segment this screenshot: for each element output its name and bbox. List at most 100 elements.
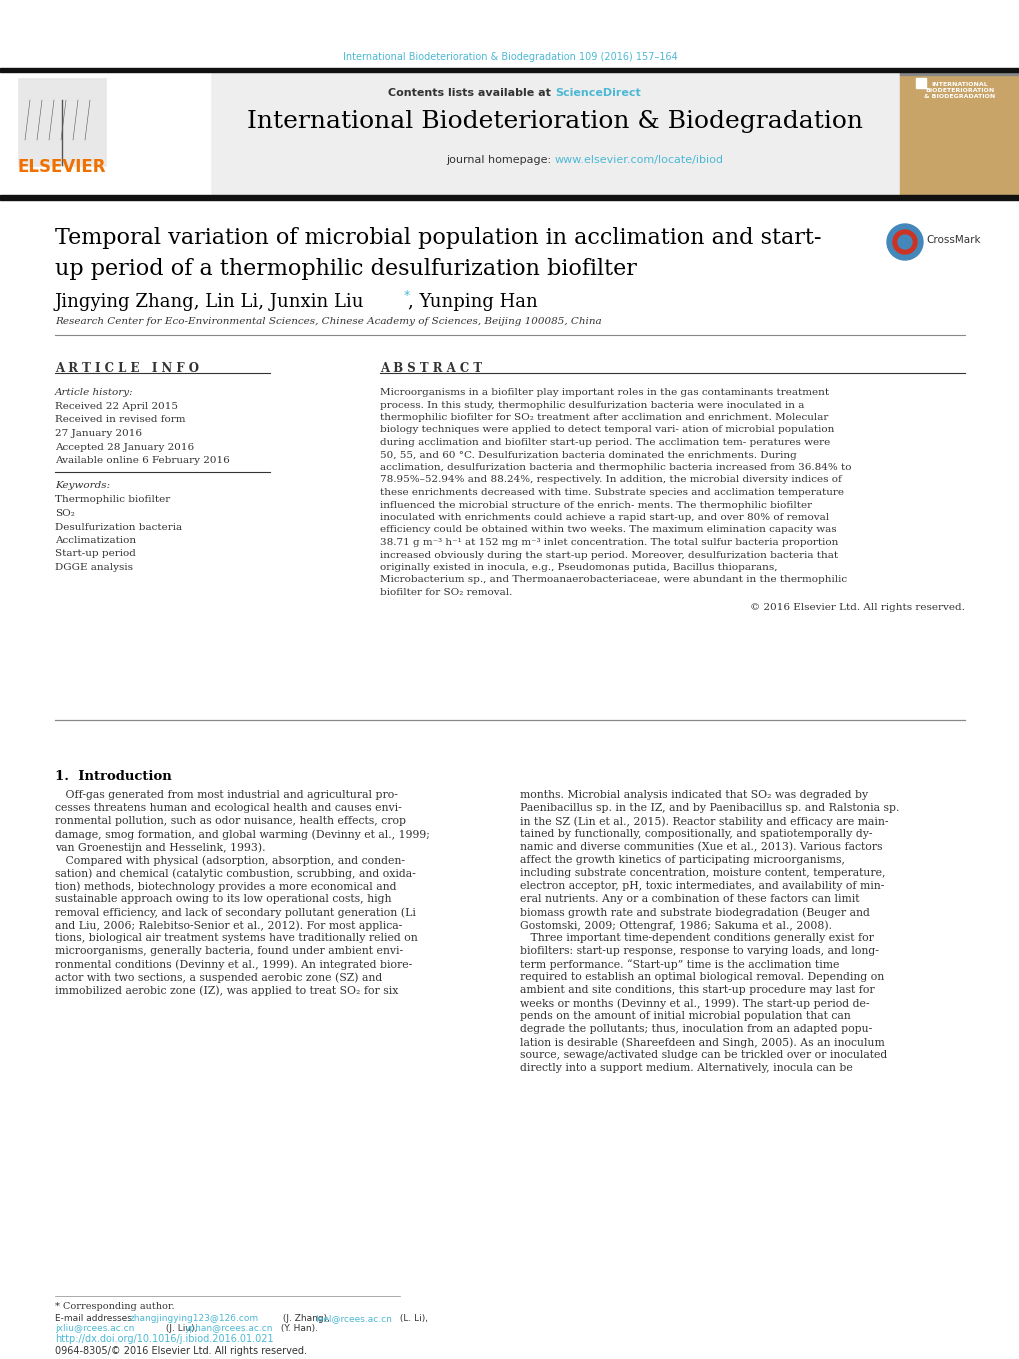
Text: *: * bbox=[404, 289, 410, 302]
Text: International Biodeterioration & Biodegradation: International Biodeterioration & Biodegr… bbox=[247, 110, 862, 133]
Text: inoculated with enrichments could achieve a rapid start-up, and over 80% of remo: inoculated with enrichments could achiev… bbox=[380, 512, 828, 522]
Bar bbox=[18, 77, 106, 166]
Text: Start-up period: Start-up period bbox=[55, 549, 136, 559]
Text: 1.  Introduction: 1. Introduction bbox=[55, 771, 171, 783]
Text: including substrate concentration, moisture content, temperature,: including substrate concentration, moist… bbox=[520, 868, 884, 878]
Text: Acclimatization: Acclimatization bbox=[55, 535, 136, 545]
Text: tained by functionally, compositionally, and spatiotemporally dy-: tained by functionally, compositionally,… bbox=[520, 829, 871, 839]
Text: ambient and site conditions, this start-up procedure may last for: ambient and site conditions, this start-… bbox=[520, 985, 873, 995]
Text: Keywords:: Keywords: bbox=[55, 481, 110, 491]
Text: in the SZ (Lin et al., 2015). Reactor stability and efficacy are main-: in the SZ (Lin et al., 2015). Reactor st… bbox=[520, 815, 888, 826]
Text: INTERNATIONAL
BIODETERIORATION
& BIODEGRADATION: INTERNATIONAL BIODETERIORATION & BIODEGR… bbox=[923, 82, 995, 99]
Text: degrade the pollutants; thus, inoculation from an adapted popu-: degrade the pollutants; thus, inoculatio… bbox=[520, 1023, 871, 1034]
Text: removal efficiency, and lack of secondary pollutant generation (Li: removal efficiency, and lack of secondar… bbox=[55, 906, 416, 917]
Text: Contents lists available at: Contents lists available at bbox=[388, 88, 554, 98]
Text: biology techniques were applied to detect temporal vari- ation of microbial popu: biology techniques were applied to detec… bbox=[380, 425, 834, 435]
Text: A B S T R A C T: A B S T R A C T bbox=[380, 361, 482, 375]
Text: during acclimation and biofilter start-up period. The acclimation tem- peratures: during acclimation and biofilter start-u… bbox=[380, 438, 829, 447]
Text: Off-gas generated from most industrial and agricultural pro-: Off-gas generated from most industrial a… bbox=[55, 790, 397, 800]
Text: (J. Liu),: (J. Liu), bbox=[163, 1324, 200, 1333]
Text: Microbacterium sp., and Thermoanaerobacteriaceae, were abundant in the thermophi: Microbacterium sp., and Thermoanaerobact… bbox=[380, 575, 847, 584]
Circle shape bbox=[892, 230, 916, 254]
Text: lation is desirable (Shareefdeen and Singh, 2005). As an inoculum: lation is desirable (Shareefdeen and Sin… bbox=[520, 1037, 883, 1048]
Text: journal homepage:: journal homepage: bbox=[446, 155, 554, 164]
Text: ronmental conditions (Devinny et al., 1999). An integrated biore-: ronmental conditions (Devinny et al., 19… bbox=[55, 959, 412, 969]
Text: 27 January 2016: 27 January 2016 bbox=[55, 429, 142, 438]
Text: required to establish an optimal biological removal. Depending on: required to establish an optimal biologi… bbox=[520, 972, 883, 983]
Bar bbox=[0, 72, 210, 194]
Text: Gostomski, 2009; Ottengraf, 1986; Sakuma et al., 2008).: Gostomski, 2009; Ottengraf, 1986; Sakuma… bbox=[520, 920, 832, 931]
Text: © 2016 Elsevier Ltd. All rights reserved.: © 2016 Elsevier Ltd. All rights reserved… bbox=[749, 603, 964, 613]
Text: Paenibacillus sp. in the IZ, and by Paenibacillus sp. and Ralstonia sp.: Paenibacillus sp. in the IZ, and by Paen… bbox=[520, 803, 899, 813]
Text: biomass growth rate and substrate biodegradation (Beuger and: biomass growth rate and substrate biodeg… bbox=[520, 906, 869, 917]
Circle shape bbox=[887, 224, 922, 260]
Text: SO₂: SO₂ bbox=[55, 510, 74, 518]
Text: (Y. Han).: (Y. Han). bbox=[278, 1324, 318, 1333]
Text: (J. Zhang),: (J. Zhang), bbox=[280, 1314, 332, 1324]
Text: 50, 55, and 60 °C. Desulfurization bacteria dominated the enrichments. During: 50, 55, and 60 °C. Desulfurization bacte… bbox=[380, 450, 796, 459]
Text: weeks or months (Devinny et al., 1999). The start-up period de-: weeks or months (Devinny et al., 1999). … bbox=[520, 998, 868, 1008]
Text: originally existed in inocula, e.g., Pseudomonas putida, Bacillus thioparans,: originally existed in inocula, e.g., Pse… bbox=[380, 563, 776, 572]
Text: International Biodeterioration & Biodegradation 109 (2016) 157–164: International Biodeterioration & Biodegr… bbox=[342, 52, 677, 63]
Text: up period of a thermophilic desulfurization biofilter: up period of a thermophilic desulfurizat… bbox=[55, 258, 636, 280]
Text: , Yunping Han: , Yunping Han bbox=[408, 294, 537, 311]
Text: electron acceptor, pH, toxic intermediates, and availability of min-: electron acceptor, pH, toxic intermediat… bbox=[520, 881, 883, 892]
Text: zhangjingying123@126.com: zhangjingying123@126.com bbox=[129, 1314, 259, 1324]
Text: Available online 6 February 2016: Available online 6 February 2016 bbox=[55, 457, 229, 465]
Text: sustainable approach owing to its low operational costs, high: sustainable approach owing to its low op… bbox=[55, 894, 391, 904]
Text: Three important time-dependent conditions generally exist for: Three important time-dependent condition… bbox=[520, 934, 873, 943]
Bar bbox=[899, 72, 1019, 75]
Text: sation) and chemical (catalytic combustion, scrubbing, and oxida-: sation) and chemical (catalytic combusti… bbox=[55, 868, 416, 878]
Bar bbox=[210, 72, 899, 194]
Text: yphan@rcees.ac.cn: yphan@rcees.ac.cn bbox=[184, 1324, 273, 1333]
Text: CrossMark: CrossMark bbox=[925, 235, 979, 245]
Text: tions, biological air treatment systems have traditionally relied on: tions, biological air treatment systems … bbox=[55, 934, 418, 943]
Text: 38.71 g m⁻³ h⁻¹ at 152 mg m⁻³ inlet concentration. The total sulfur bacteria pro: 38.71 g m⁻³ h⁻¹ at 152 mg m⁻³ inlet conc… bbox=[380, 538, 838, 548]
Text: affect the growth kinetics of participating microorganisms,: affect the growth kinetics of participat… bbox=[520, 855, 844, 864]
Text: Received in revised form: Received in revised form bbox=[55, 416, 185, 424]
Text: (L. Li),: (L. Li), bbox=[396, 1314, 428, 1324]
Text: acclimation, desulfurization bacteria and thermophilic bacteria increased from 3: acclimation, desulfurization bacteria an… bbox=[380, 463, 851, 472]
Bar bbox=[0, 68, 1019, 72]
Text: Article history:: Article history: bbox=[55, 389, 133, 397]
Text: Desulfurization bacteria: Desulfurization bacteria bbox=[55, 522, 182, 531]
Bar bbox=[899, 72, 1019, 194]
Text: eral nutrients. Any or a combination of these factors can limit: eral nutrients. Any or a combination of … bbox=[520, 894, 859, 904]
Text: http://dx.doi.org/10.1016/j.ibiod.2016.01.021: http://dx.doi.org/10.1016/j.ibiod.2016.0… bbox=[55, 1335, 273, 1344]
Text: ScienceDirect: ScienceDirect bbox=[554, 88, 640, 98]
Text: biofilters: start-up response, response to varying loads, and long-: biofilters: start-up response, response … bbox=[520, 946, 878, 955]
Text: www.elsevier.com/locate/ibiod: www.elsevier.com/locate/ibiod bbox=[554, 155, 723, 164]
Text: directly into a support medium. Alternatively, inocula can be: directly into a support medium. Alternat… bbox=[520, 1063, 852, 1074]
Circle shape bbox=[897, 235, 911, 249]
Text: source, sewage/activated sludge can be trickled over or inoculated: source, sewage/activated sludge can be t… bbox=[520, 1051, 887, 1060]
Text: tion) methods, biotechnology provides a more economical and: tion) methods, biotechnology provides a … bbox=[55, 881, 396, 892]
Text: microorganisms, generally bacteria, found under ambient envi-: microorganisms, generally bacteria, foun… bbox=[55, 946, 403, 955]
Text: Microorganisms in a biofilter play important roles in the gas contaminants treat: Microorganisms in a biofilter play impor… bbox=[380, 389, 828, 397]
Text: months. Microbial analysis indicated that SO₂ was degraded by: months. Microbial analysis indicated tha… bbox=[520, 790, 867, 800]
Text: * Corresponding author.: * Corresponding author. bbox=[55, 1302, 174, 1311]
Text: Received 22 April 2015: Received 22 April 2015 bbox=[55, 402, 178, 410]
Text: Thermophilic biofilter: Thermophilic biofilter bbox=[55, 496, 170, 504]
Text: leel@rcees.ac.cn: leel@rcees.ac.cn bbox=[315, 1314, 391, 1324]
Bar bbox=[915, 77, 925, 88]
Text: cesses threatens human and ecological health and causes envi-: cesses threatens human and ecological he… bbox=[55, 803, 401, 813]
Text: ELSEVIER: ELSEVIER bbox=[18, 158, 106, 177]
Text: van Groenestijn and Hesselink, 1993).: van Groenestijn and Hesselink, 1993). bbox=[55, 843, 265, 852]
Text: thermophilic biofilter for SO₂ treatment after acclimation and enrichment. Molec: thermophilic biofilter for SO₂ treatment… bbox=[380, 413, 827, 423]
Text: influenced the microbial structure of the enrich- ments. The thermophilic biofil: influenced the microbial structure of th… bbox=[380, 500, 811, 510]
Text: Research Center for Eco-Environmental Sciences, Chinese Academy of Sciences, Bei: Research Center for Eco-Environmental Sc… bbox=[55, 317, 601, 326]
Text: Temporal variation of microbial population in acclimation and start-: Temporal variation of microbial populati… bbox=[55, 227, 820, 249]
Text: Compared with physical (adsorption, absorption, and conden-: Compared with physical (adsorption, abso… bbox=[55, 855, 405, 866]
Text: biofilter for SO₂ removal.: biofilter for SO₂ removal. bbox=[380, 588, 512, 597]
Text: 78.95%–52.94% and 88.24%, respectively. In addition, the microbial diversity ind: 78.95%–52.94% and 88.24%, respectively. … bbox=[380, 476, 841, 485]
Text: term performance. “Start-up” time is the acclimation time: term performance. “Start-up” time is the… bbox=[520, 959, 839, 970]
Text: namic and diverse communities (Xue et al., 2013). Various factors: namic and diverse communities (Xue et al… bbox=[520, 843, 881, 852]
Text: immobilized aerobic zone (IZ), was applied to treat SO₂ for six: immobilized aerobic zone (IZ), was appli… bbox=[55, 985, 398, 996]
Text: E-mail addresses:: E-mail addresses: bbox=[55, 1314, 138, 1324]
Text: Accepted 28 January 2016: Accepted 28 January 2016 bbox=[55, 443, 194, 451]
Text: jxliu@rcees.ac.cn: jxliu@rcees.ac.cn bbox=[55, 1324, 135, 1333]
Text: Jingying Zhang, Lin Li, Junxin Liu: Jingying Zhang, Lin Li, Junxin Liu bbox=[55, 294, 364, 311]
Text: pends on the amount of initial microbial population that can: pends on the amount of initial microbial… bbox=[520, 1011, 850, 1021]
Text: DGGE analysis: DGGE analysis bbox=[55, 563, 132, 572]
Text: actor with two sections, a suspended aerobic zone (SZ) and: actor with two sections, a suspended aer… bbox=[55, 972, 382, 983]
